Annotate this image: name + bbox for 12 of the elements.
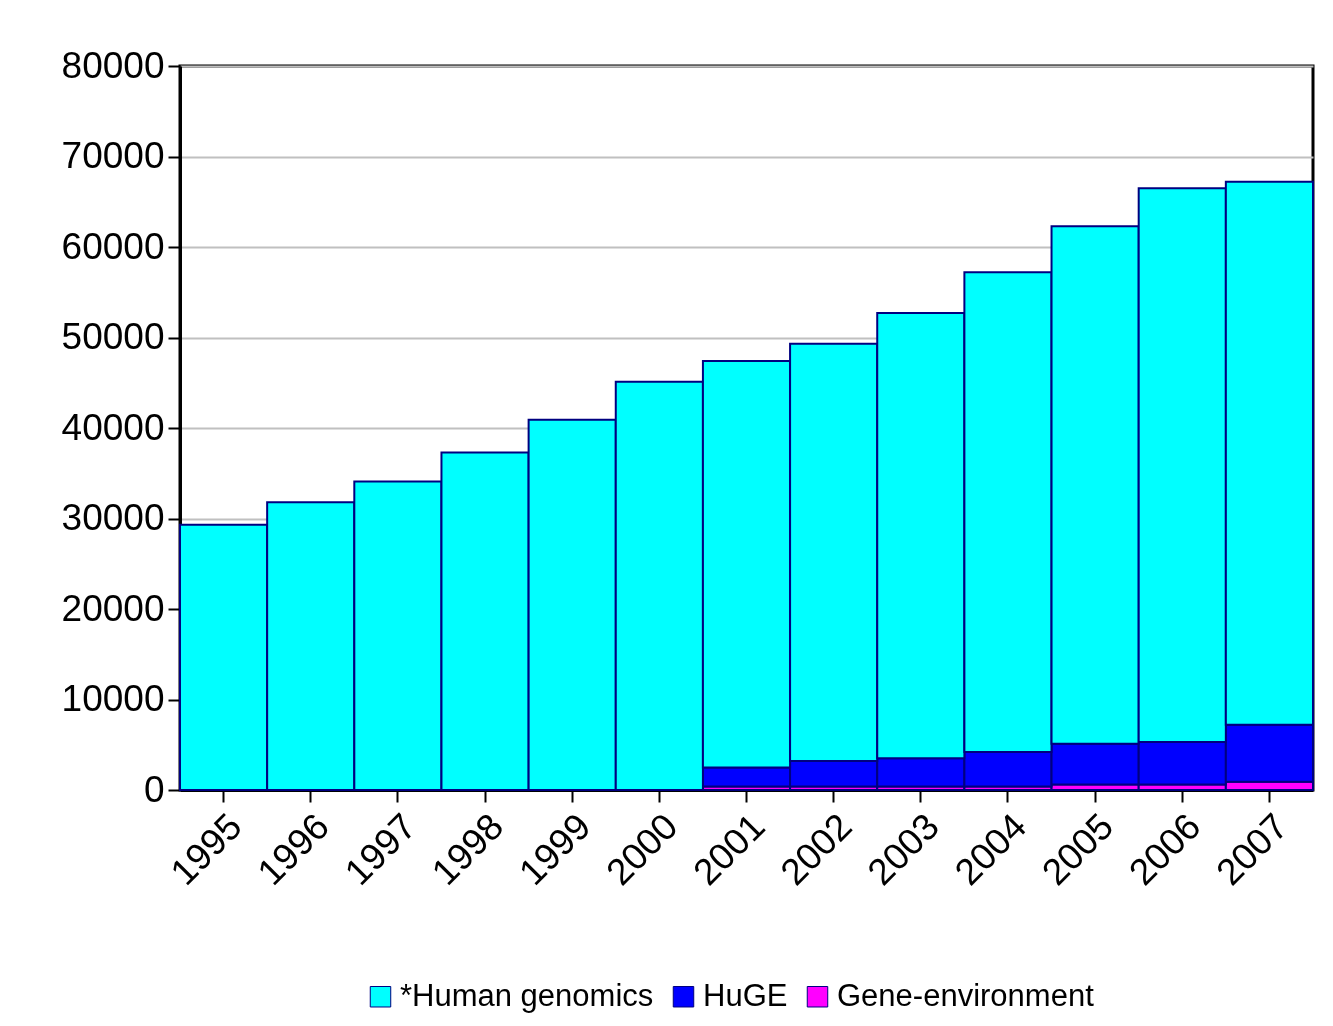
y-tick-label: 80000: [61, 44, 165, 86]
y-tick-label: 0: [143, 768, 165, 810]
legend-label: HuGE: [703, 977, 788, 1013]
y-tick-label: 40000: [61, 406, 165, 448]
legend-label: *Human genomics: [400, 977, 654, 1013]
y-tick-label: 20000: [61, 587, 165, 629]
y-tick-label: 70000: [61, 135, 165, 176]
legend-label: Gene-environment: [837, 977, 1095, 1013]
y-tick-label: 60000: [61, 225, 165, 267]
y-tick-label: 50000: [61, 316, 165, 357]
y-tick-label: 30000: [61, 497, 165, 538]
y-tick-label: 10000: [61, 678, 165, 719]
